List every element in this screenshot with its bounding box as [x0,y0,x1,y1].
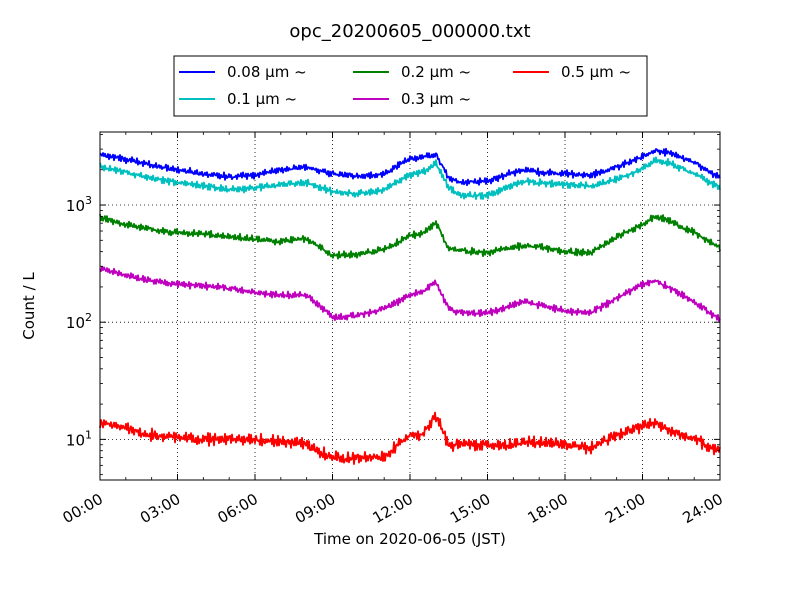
x-tick-label: 15:00 [447,490,493,527]
legend-label: 0.5 μm ~ [561,63,631,81]
legend-label: 0.2 μm ~ [401,63,471,81]
legend-label: 0.08 μm ~ [227,63,307,81]
y-tick-labels: 101 102 103 [66,194,92,449]
x-tick-label: 06:00 [215,490,261,527]
chart-title: opc_20200605_000000.txt [289,21,530,42]
series-line [99,411,721,465]
y-tick-label: 103 [66,194,92,215]
x-tick-label: 18:00 [525,490,571,527]
x-tick-label: 12:00 [370,490,416,527]
x-axis-label: Time on 2020-06-05 (JST) [313,530,506,548]
x-tick-label: 24:00 [680,490,726,527]
y-tick-label: 102 [66,311,92,332]
legend: 0.08 μm ~ 0.1 μm ~ 0.2 μm ~ 0.3 μm ~ 0.5 μm … [173,55,648,117]
x-tick-label: 03:00 [137,490,183,527]
legend-box [173,55,648,117]
series-line [99,213,721,260]
series-line [99,265,721,322]
series-lines [99,147,721,465]
y-tick-label: 101 [66,428,92,449]
x-tick-label: 21:00 [602,490,648,527]
y-axis-label: Count / L [20,272,38,340]
legend-label: 0.3 μm ~ [401,90,471,108]
x-tick-label: 09:00 [292,490,338,527]
ticks [99,132,721,480]
x-tick-label: 00:00 [60,490,106,527]
series-line [99,147,721,187]
x-tick-labels: 00:00 03:00 06:00 09:00 12:00 15:00 18:00 21:00… [60,490,726,527]
series-line [99,156,721,200]
plot-area [100,132,720,480]
legend-label: 0.1 μm ~ [227,90,297,108]
grid [100,132,720,480]
